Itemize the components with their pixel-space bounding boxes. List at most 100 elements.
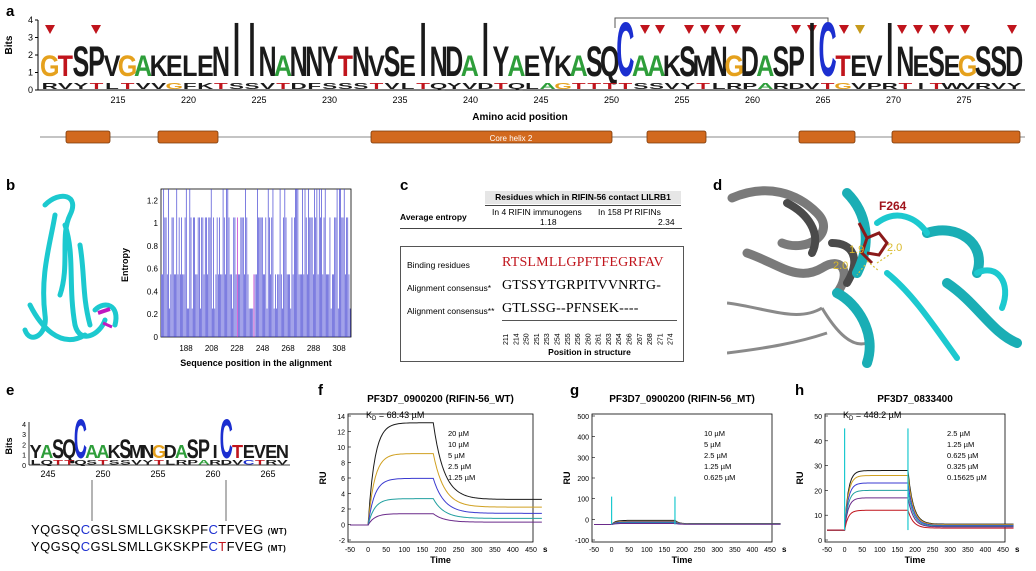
panel-d-distance-3: 2.0 [833, 260, 848, 272]
spr-y-tick: 8 [341, 461, 345, 468]
svg-text:2: 2 [22, 442, 26, 449]
panel-b-y-tick: 0 [154, 333, 159, 342]
panel-a-contact-markers [45, 25, 1017, 34]
spr-x-tick: 300 [944, 547, 956, 554]
panel-a-logo-letter: S [990, 38, 1007, 86]
panel-a-logo-letter: S [384, 38, 401, 86]
spr-curve [350, 453, 542, 526]
svg-text:T: T [416, 82, 431, 91]
panel-a-y-axis: 4 3 2 1 0 [28, 15, 38, 95]
panel-a-x-tick: 250 [604, 95, 619, 105]
panel-c-position: 254 [554, 333, 561, 345]
spr-x-tick: 50 [858, 547, 866, 554]
svg-text:S: S [245, 82, 260, 91]
svg-text:T: T [696, 82, 711, 91]
panel-e-logo-letter: T [232, 441, 244, 462]
spr-x-tick: 450 [525, 547, 537, 554]
spr-x-tick: 50 [625, 547, 633, 554]
spr-x-tick: 150 [417, 547, 429, 554]
svg-text:V: V [58, 82, 74, 91]
panel-a-logo-letter: K [150, 49, 168, 82]
spr-xlabel: Time [905, 555, 926, 565]
spr-legend-item: 1.25 µM [448, 473, 475, 482]
spr-legend-item: 5 µM [704, 440, 721, 449]
panel-a-x-axis: 215 220 225 230 235 240 245 250 255 260 265 270 275 [110, 95, 971, 105]
spr-curve [350, 513, 542, 526]
spr-title: PF3D7_0900200 (RIFIN-56_WT) [367, 394, 514, 405]
panel-a-logo-letter: I [886, 7, 893, 93]
spr-x-tick: 450 [764, 547, 776, 554]
panel-label-e: e [6, 382, 15, 399]
svg-text:S: S [229, 82, 244, 91]
panel-a-logo-letter: D [741, 38, 759, 86]
spr-x-tick: 350 [729, 547, 741, 554]
panel-a-logo-letter: A [134, 49, 152, 82]
panel-a-logo-letter: E [913, 49, 930, 82]
svg-text:D: D [220, 459, 232, 466]
svg-text:R: R [209, 459, 221, 466]
svg-text:Q: Q [430, 82, 447, 91]
svg-text:R: R [176, 459, 188, 466]
spr-y-tick: 4 [341, 492, 345, 499]
svg-text:Y: Y [447, 82, 462, 91]
spr-x-tick: 350 [489, 547, 501, 554]
svg-text:Q: Q [41, 459, 54, 466]
panel-e-logo-letter: A [40, 441, 53, 462]
panel-a-x-tick: 275 [956, 95, 971, 105]
svg-text:L: L [105, 82, 119, 91]
spr-x-tick: 100 [398, 547, 410, 554]
panel-c-entropy-table: Residues which in RIFIN-56 contact LILRB… [400, 190, 682, 240]
panel-a-x-tick: 265 [815, 95, 830, 105]
panel-a-y-tick: 0 [28, 85, 33, 95]
panel-c-position: 266 [627, 333, 634, 345]
svg-text:D: D [291, 82, 307, 91]
svg-text:R: R [265, 459, 277, 466]
panel-label-b: b [6, 177, 16, 194]
panel-a-logo-letter: M [693, 49, 714, 82]
spr-curve [827, 475, 1014, 531]
svg-text:V: V [136, 82, 152, 91]
panel-a-logo-letter: E [944, 49, 961, 82]
spr-curve [350, 498, 542, 526]
svg-text:4: 4 [22, 422, 26, 429]
svg-text:V: V [277, 459, 289, 466]
panel-a-logo-letter: D [445, 38, 463, 86]
panel-a-logo-letter: S [586, 38, 603, 86]
panel-a-logo-letter: G [40, 49, 60, 82]
svg-text:S: S [109, 459, 120, 466]
spr-x-tick: 200 [435, 547, 447, 554]
panel-c-position: 274 [668, 333, 675, 345]
svg-text:V: V [665, 82, 681, 91]
panel-a-logo-letter: N [258, 38, 276, 86]
panel-b-x-tick: 248 [256, 344, 270, 353]
panel-e-logo-letter: M [129, 441, 144, 462]
panel-label-a: a [6, 3, 15, 20]
svg-text:V: V [462, 82, 478, 91]
panel-a-logo-letter: S [73, 38, 90, 86]
svg-text:S: S [649, 82, 664, 91]
spr-legend-item: 0.625 µM [947, 451, 978, 460]
panel-e-wt-tag: (WT) [267, 527, 288, 536]
spr-x-tick: 400 [507, 547, 519, 554]
svg-text:T: T [214, 82, 229, 91]
spr-y-tick: 400 [577, 435, 589, 442]
svg-text:Y: Y [1007, 82, 1022, 91]
panel-a-logo-letter: A [756, 49, 774, 82]
svg-text:T: T [572, 82, 587, 91]
panel-a-logo-letter: P [88, 38, 105, 86]
svg-text:Q: Q [74, 459, 87, 466]
spr-y-tick: 30 [814, 464, 822, 471]
svg-text:T: T [90, 82, 105, 91]
svg-text:3: 3 [22, 432, 26, 439]
panel-a-x-tick: 215 [110, 95, 125, 105]
spr-unit: s [1015, 545, 1020, 554]
spr-x-tick: 200 [676, 547, 688, 554]
spr-title: PF3D7_0833400 [877, 394, 953, 405]
svg-text:L: L [165, 459, 175, 466]
panel-a-logo-letter: N [305, 38, 323, 86]
panel-c-row2-label: Alignment consensus** [407, 306, 495, 316]
panel-c-positions: 211 214 250 251 253 254 255 256 260 261 263 264 266 2… [503, 333, 675, 345]
panel-label-h: h [795, 382, 805, 399]
panel-a-x-tick: 255 [674, 95, 689, 105]
panel-a-x-tick: 220 [181, 95, 196, 105]
